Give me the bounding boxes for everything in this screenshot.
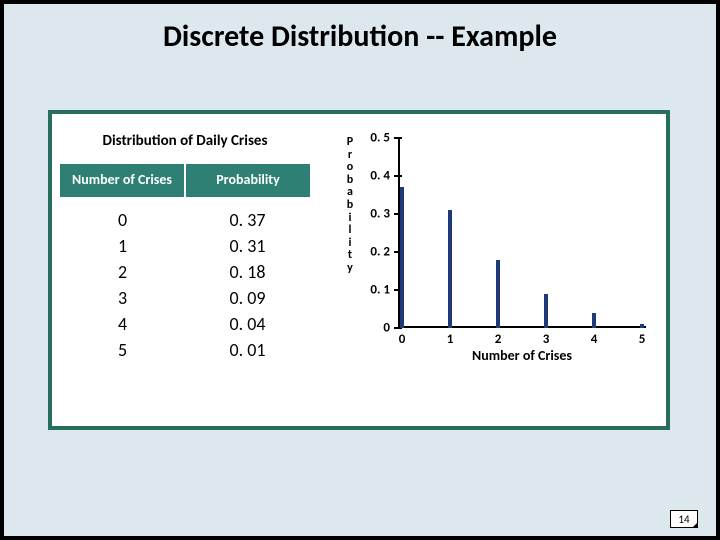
cell: 0. 09 [185, 285, 310, 311]
table-header-row: Number of Crises Probability [60, 164, 310, 197]
bar [448, 210, 452, 328]
y-tick-label: 0. 4 [370, 169, 390, 184]
x-tick-label: 4 [591, 332, 598, 347]
page-number: 14 [670, 510, 698, 528]
bar [640, 324, 644, 328]
bar [544, 294, 548, 328]
col-header-probability: Probability [186, 164, 310, 197]
x-tick-label: 3 [543, 332, 550, 347]
cell: 5 [60, 337, 185, 363]
table-body: 0 1 2 3 4 5 0. 37 0. 31 0. 18 0. 09 0. 0… [60, 197, 310, 374]
slide: Discrete Distribution -- Example Distrib… [4, 4, 716, 536]
x-axis-label: Number of Crises [398, 347, 646, 364]
content-box: Distribution of Daily Crises Number of C… [48, 110, 670, 430]
cell: 0. 37 [185, 207, 310, 233]
cell: 0. 01 [185, 337, 310, 363]
cell: 0. 31 [185, 233, 310, 259]
cell: 2 [60, 259, 185, 285]
y-tick-label: 0. 1 [370, 283, 390, 298]
y-tick-label: 0. 5 [370, 131, 390, 146]
bar [496, 260, 500, 328]
bar-chart: Probability 00. 10. 20. 30. 40. 5012345 … [344, 132, 654, 392]
col-header-crises: Number of Crises [60, 164, 186, 197]
y-tick-label: 0 [383, 321, 390, 336]
col-probability: 0. 37 0. 31 0. 18 0. 09 0. 04 0. 01 [185, 197, 310, 374]
y-tick-label: 0. 3 [370, 207, 390, 222]
cell: 4 [60, 311, 185, 337]
x-tick-label: 0 [399, 332, 406, 347]
table-caption: Distribution of Daily Crises [60, 122, 310, 164]
x-tick-label: 5 [639, 332, 646, 347]
cell: 0. 18 [185, 259, 310, 285]
cell: 0. 04 [185, 311, 310, 337]
y-tick-label: 0. 2 [370, 245, 390, 260]
x-tick-label: 2 [495, 332, 502, 347]
cell: 3 [60, 285, 185, 311]
bar [400, 187, 404, 328]
plot-area: 00. 10. 20. 30. 40. 5012345 [398, 138, 646, 328]
slide-title: Discrete Distribution -- Example [4, 4, 716, 81]
cell: 0 [60, 207, 185, 233]
x-tick-label: 1 [447, 332, 454, 347]
cell: 1 [60, 233, 185, 259]
bar [592, 313, 596, 328]
col-crises: 0 1 2 3 4 5 [60, 197, 185, 374]
distribution-table: Distribution of Daily Crises Number of C… [60, 122, 310, 373]
y-axis-label: Probability [344, 136, 356, 275]
